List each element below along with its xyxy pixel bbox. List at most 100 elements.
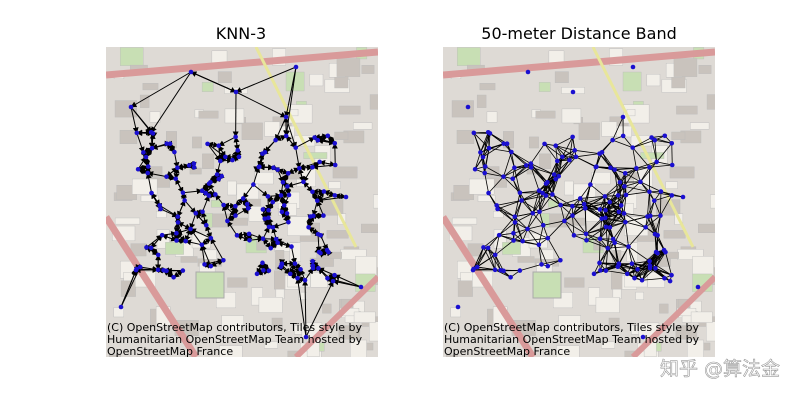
edge: [476, 254, 496, 268]
node: [171, 275, 176, 280]
edge: [195, 212, 207, 226]
node: [618, 203, 624, 208]
node: [545, 263, 551, 269]
edge: [612, 221, 626, 240]
building: [529, 136, 539, 149]
node: [134, 266, 139, 272]
building: [578, 122, 600, 140]
node: [512, 214, 518, 219]
edge: [319, 161, 336, 167]
building: [309, 74, 324, 87]
node: [221, 202, 226, 208]
building: [663, 230, 686, 239]
node: [175, 165, 180, 171]
edge: [527, 213, 534, 230]
node: [155, 267, 161, 273]
node: [632, 275, 637, 281]
node: [517, 268, 523, 273]
building: [477, 195, 496, 202]
node: [150, 131, 156, 136]
building: [273, 270, 286, 290]
node: [137, 264, 143, 270]
node: [599, 150, 605, 155]
node: [135, 166, 141, 172]
node: [536, 188, 542, 194]
node: [283, 133, 289, 139]
node: [620, 133, 626, 139]
node: [654, 159, 659, 165]
edge: [656, 143, 673, 163]
edge: [485, 166, 504, 177]
building: [202, 153, 215, 169]
edge: [654, 215, 661, 235]
building: [564, 180, 574, 196]
node: [273, 236, 279, 242]
building: [600, 341, 615, 349]
building: [180, 256, 198, 263]
node: [597, 260, 602, 266]
edge: [605, 194, 627, 211]
edge: [547, 220, 565, 239]
building: [369, 94, 378, 110]
edge: [130, 106, 139, 134]
edge: [484, 148, 490, 167]
building: [140, 195, 159, 202]
edge: [527, 211, 540, 230]
edge: [560, 204, 565, 222]
node: [173, 176, 179, 182]
edge: [177, 200, 186, 218]
node: [630, 64, 636, 70]
building: [517, 256, 535, 263]
building: [687, 339, 704, 357]
node: [630, 145, 635, 150]
node: [203, 222, 209, 228]
node: [301, 179, 306, 185]
edge: [623, 213, 646, 228]
node: [265, 194, 271, 199]
edge: [316, 196, 347, 203]
edge: [484, 172, 489, 194]
edge: [539, 195, 547, 212]
edge: [614, 221, 626, 243]
edge: [620, 186, 625, 206]
edge: [474, 152, 481, 170]
edge: [572, 215, 575, 236]
edge: [607, 247, 620, 265]
edge: [530, 163, 555, 175]
building: [479, 83, 496, 91]
edge: [484, 172, 504, 178]
node: [260, 236, 266, 242]
edge: [532, 212, 544, 226]
edge: [647, 191, 650, 217]
node: [512, 165, 517, 171]
node: [289, 244, 294, 249]
node: [260, 260, 265, 266]
edge: [617, 173, 626, 196]
building: [334, 131, 349, 140]
node: [188, 69, 194, 75]
edge: [497, 208, 515, 218]
node: [317, 159, 322, 165]
building: [493, 211, 504, 218]
node: [603, 268, 609, 273]
node: [485, 245, 491, 251]
edge: [624, 222, 629, 247]
node: [608, 165, 613, 171]
node: [324, 247, 330, 253]
node: [293, 145, 298, 150]
node: [669, 140, 675, 146]
building: [332, 166, 358, 179]
building: [591, 172, 611, 185]
edge: [189, 213, 197, 230]
building: [564, 277, 585, 288]
panel-title: 50-meter Distance Band: [481, 24, 676, 43]
node: [517, 190, 523, 196]
edge: [564, 220, 587, 235]
edge: [605, 226, 609, 249]
panel: 50-meter Distance Band (C) OpenStreetMap…: [443, 24, 715, 358]
node: [208, 235, 214, 241]
building: [254, 172, 274, 185]
edge: [585, 207, 606, 219]
edge: [473, 247, 484, 270]
edge: [511, 151, 532, 164]
